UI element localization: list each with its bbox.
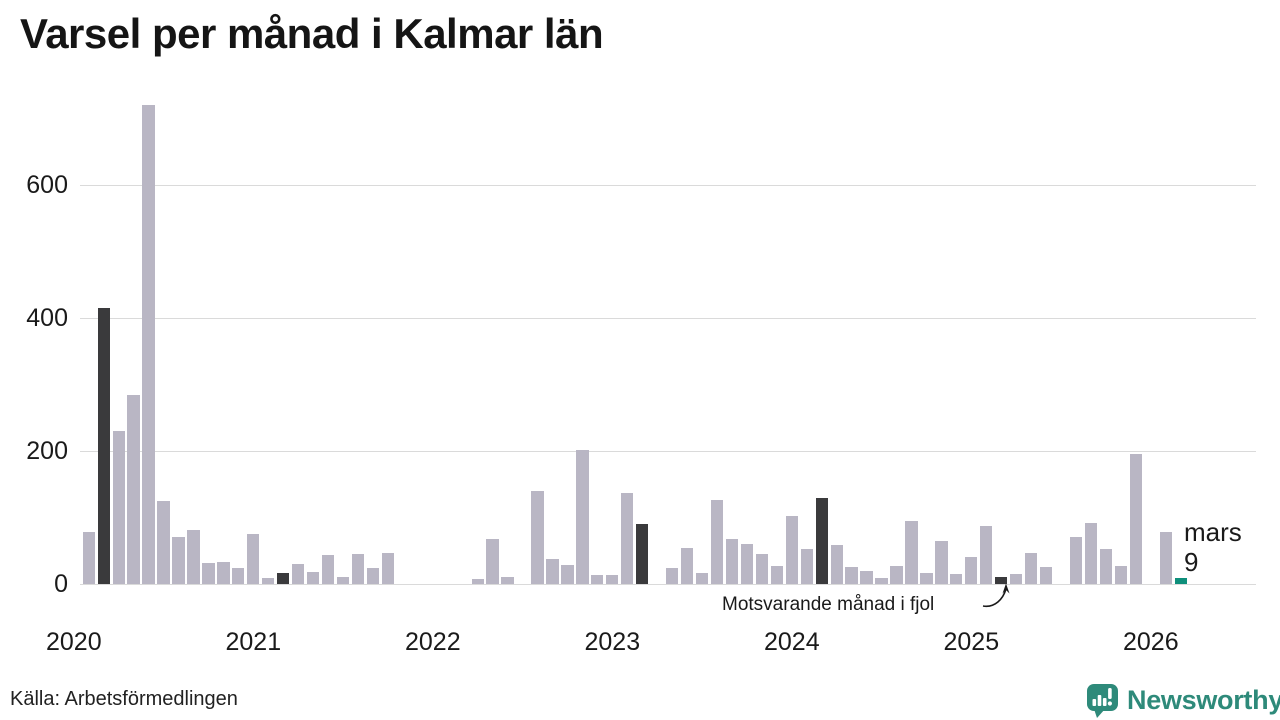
bar-2025-10 xyxy=(1099,549,1113,584)
bar-2020-02 xyxy=(82,532,95,584)
bar-2021-02 xyxy=(262,578,275,584)
bar-2025-02 xyxy=(980,525,993,584)
newsworthy-logo-icon xyxy=(1087,684,1118,718)
x-axis-label-2020: 2020 xyxy=(45,628,102,656)
current-month-callout: mars 9 xyxy=(1184,517,1242,577)
gridline-600 xyxy=(80,185,1256,186)
bar-2024-11 xyxy=(935,541,948,584)
bar-2023-05 xyxy=(665,568,679,584)
bar-2022-06 xyxy=(501,576,514,584)
bar-2026-03 xyxy=(1174,578,1187,584)
bar-2023-12 xyxy=(770,566,783,584)
y-axis-label-600: 600 xyxy=(26,171,68,199)
bar-2025-05 xyxy=(1024,553,1038,584)
annotation-arrow-icon xyxy=(982,583,1010,608)
bar-2022-09 xyxy=(546,559,559,584)
compare-annotation-label: Motsvarande månad i fjol xyxy=(722,594,935,615)
bar-2022-05 xyxy=(486,539,499,584)
current-month-name: mars xyxy=(1184,517,1242,547)
bar-2020-04 xyxy=(112,431,125,584)
x-axis-label-2023: 2023 xyxy=(584,628,641,656)
bar-2022-04 xyxy=(471,579,484,584)
bar-2023-03 xyxy=(636,524,649,584)
bar-2024-12 xyxy=(950,574,963,584)
bar-2024-05 xyxy=(845,567,858,584)
source-caption: Källa: Arbetsförmedlingen xyxy=(10,688,238,710)
bar-2023-10 xyxy=(740,544,754,584)
bar-2021-04 xyxy=(292,564,305,584)
y-axis-label-200: 200 xyxy=(26,437,68,465)
bar-2023-09 xyxy=(725,538,739,584)
bar-2021-01 xyxy=(247,533,260,584)
bar-2020-08 xyxy=(172,537,185,584)
bar-2024-04 xyxy=(830,545,843,584)
x-axis-label-2021: 2021 xyxy=(225,628,282,656)
gridline-200 xyxy=(80,451,1256,452)
bar-2025-04 xyxy=(1010,574,1023,584)
bar-2024-06 xyxy=(860,571,873,584)
x-axis-label-2024: 2024 xyxy=(763,628,820,656)
bar-2020-06 xyxy=(142,105,155,584)
bar-2026-02 xyxy=(1159,532,1172,584)
y-axis-label-0: 0 xyxy=(54,570,68,598)
bar-2024-03 xyxy=(815,498,828,584)
bar-2025-08 xyxy=(1069,537,1083,584)
x-axis-label-2026: 2026 xyxy=(1122,628,1179,656)
bar-2024-07 xyxy=(875,578,888,584)
bar-2022-11 xyxy=(576,449,589,584)
bar-2020-10 xyxy=(202,563,215,584)
gridline-400 xyxy=(80,318,1256,319)
bar-2020-03 xyxy=(97,308,110,584)
bar-2020-12 xyxy=(232,568,245,584)
bar-2024-02 xyxy=(800,548,813,584)
bar-2021-05 xyxy=(306,572,320,584)
gridline-0 xyxy=(80,584,1256,585)
bar-2020-11 xyxy=(217,562,230,584)
bar-2021-03 xyxy=(277,573,290,584)
bar-2022-08 xyxy=(531,490,544,584)
bar-2025-09 xyxy=(1084,522,1098,584)
bar-2022-12 xyxy=(591,574,604,584)
bar-2021-06 xyxy=(321,554,335,584)
newsworthy-logo-text: Newsworthy xyxy=(1127,685,1280,715)
bar-2020-07 xyxy=(157,500,170,584)
x-axis-label-2025: 2025 xyxy=(943,628,1000,656)
bar-2023-06 xyxy=(680,548,694,584)
bar-2021-10 xyxy=(381,553,395,584)
bar-2025-01 xyxy=(965,557,978,584)
current-month-value: 9 xyxy=(1184,547,1199,577)
bar-2023-11 xyxy=(755,554,769,584)
bar-2024-10 xyxy=(920,573,933,584)
bar-2021-08 xyxy=(351,554,365,584)
bar-2022-10 xyxy=(561,565,574,584)
page-title: Varsel per månad i Kalmar län xyxy=(20,10,604,57)
bar-2023-02 xyxy=(621,492,634,584)
bar-2025-12 xyxy=(1129,454,1142,584)
bar-2021-09 xyxy=(366,568,380,584)
newsworthy-logo[interactable]: Newsworthy xyxy=(1084,682,1280,719)
bar-2020-05 xyxy=(127,394,140,584)
bar-2023-08 xyxy=(710,499,724,584)
bar-2025-03 xyxy=(995,577,1008,584)
x-axis-label-2022: 2022 xyxy=(404,628,461,656)
bar-2021-07 xyxy=(336,577,350,584)
bar-2024-01 xyxy=(785,515,798,584)
bar-2024-08 xyxy=(890,566,903,584)
y-axis-label-400: 400 xyxy=(26,304,68,332)
bar-2020-09 xyxy=(187,529,200,584)
bar-2023-01 xyxy=(606,574,619,584)
bar-2023-07 xyxy=(695,572,709,584)
bar-2024-09 xyxy=(905,520,918,584)
bar-2025-06 xyxy=(1039,567,1053,584)
bar-2025-11 xyxy=(1114,566,1128,584)
